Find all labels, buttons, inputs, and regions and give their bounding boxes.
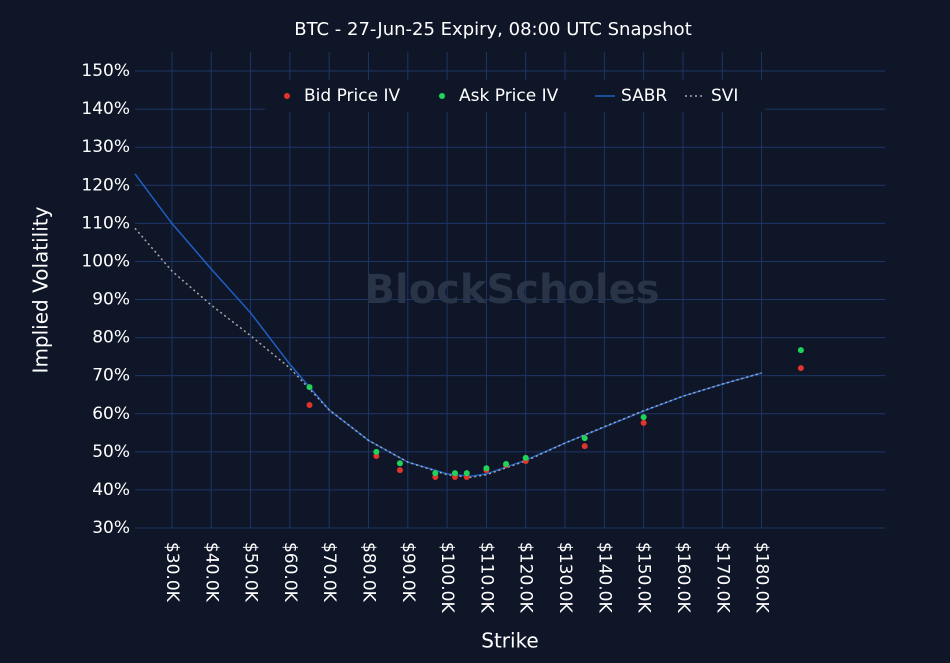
grid xyxy=(135,52,885,529)
legend-symbol xyxy=(284,93,290,99)
y-tick-label: 120% xyxy=(81,175,130,195)
y-axis-label: Implied Volatility xyxy=(29,206,53,373)
watermark: BlockScholes xyxy=(364,267,659,313)
marker xyxy=(373,448,380,455)
y-tick-label: 30% xyxy=(92,518,130,538)
marker xyxy=(451,470,458,477)
marker xyxy=(373,453,380,460)
legend-symbol xyxy=(439,93,445,99)
marker xyxy=(396,460,403,467)
series-line xyxy=(134,173,762,477)
x-tick-label: $70.0K xyxy=(319,542,339,603)
x-tick-label: $100.0K xyxy=(437,542,457,613)
x-tick-label: $30.0K xyxy=(162,542,182,603)
x-tick-label: $40.0K xyxy=(201,542,221,603)
x-tick-label: $120.0K xyxy=(516,542,536,613)
x-axis-label: Strike xyxy=(481,629,539,653)
marker xyxy=(581,443,588,450)
chart-title: BTC - 27-Jun-25 Expiry, 08:00 UTC Snapsh… xyxy=(294,19,692,40)
x-tick-label: $60.0K xyxy=(280,542,300,603)
legend-label: Bid Price IV xyxy=(304,86,400,106)
legend-label: Ask Price IV xyxy=(459,86,559,106)
marker xyxy=(483,465,490,472)
x-tick-label: $180.0K xyxy=(752,542,772,613)
marker xyxy=(503,461,510,468)
marker xyxy=(463,470,470,477)
y-tick-label: 130% xyxy=(81,137,130,157)
y-tick-label: 50% xyxy=(92,442,130,462)
marker xyxy=(306,402,313,409)
marker xyxy=(797,365,804,372)
x-tick-label: $90.0K xyxy=(398,542,418,603)
legend-background xyxy=(265,80,765,112)
y-tick-label: 40% xyxy=(92,480,130,500)
legend-label: SVI xyxy=(711,86,738,106)
y-tick-label: 80% xyxy=(92,328,130,348)
x-tick-label: $80.0K xyxy=(358,542,378,603)
x-tick-label: $150.0K xyxy=(634,542,654,613)
x-tick-label: $170.0K xyxy=(712,542,732,613)
x-tick-label: $130.0K xyxy=(555,542,575,613)
x-tick-label: $50.0K xyxy=(241,542,261,603)
x-tick-label: $160.0K xyxy=(673,542,693,613)
series-line xyxy=(134,227,762,479)
y-tick-label: 90% xyxy=(92,290,130,310)
y-tick-label: 60% xyxy=(92,404,130,424)
marker xyxy=(396,467,403,474)
legend: Bid Price IV Ask Price IV SABR SVI xyxy=(265,80,765,112)
y-tick-label: 150% xyxy=(81,61,130,81)
marker xyxy=(797,347,804,354)
x-tick-label: $140.0K xyxy=(594,542,614,613)
legend-label: SABR xyxy=(621,86,667,106)
marker xyxy=(432,470,439,477)
marker xyxy=(581,435,588,442)
y-tick-label: 100% xyxy=(81,251,130,271)
marker xyxy=(522,454,529,461)
y-tick-label: 70% xyxy=(92,366,130,386)
marker xyxy=(640,419,647,426)
marker xyxy=(640,414,647,421)
y-tick-label: 140% xyxy=(81,99,130,119)
x-tick-label: $110.0K xyxy=(476,542,496,613)
y-tick-label: 110% xyxy=(81,213,130,233)
marker xyxy=(306,384,313,391)
